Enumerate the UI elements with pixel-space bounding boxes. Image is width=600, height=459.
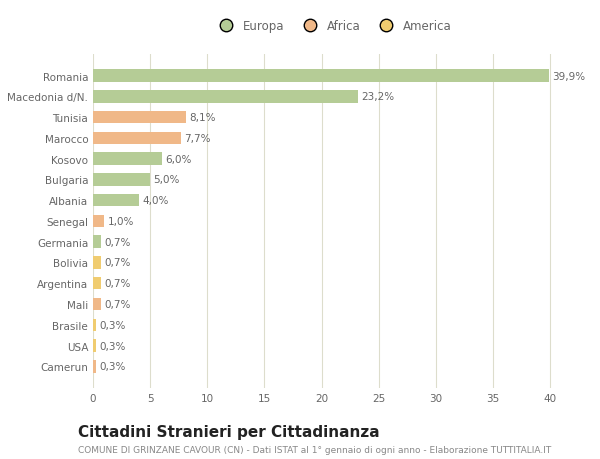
Bar [93,70,549,83]
Bar [93,195,139,207]
Text: 0,3%: 0,3% [100,341,126,351]
Bar [93,340,97,352]
Text: 1,0%: 1,0% [108,217,134,226]
Text: 0,7%: 0,7% [104,279,131,289]
Text: 0,7%: 0,7% [104,258,131,268]
Text: 8,1%: 8,1% [189,113,215,123]
Bar [93,277,101,290]
Bar [93,112,185,124]
Text: Cittadini Stranieri per Cittadinanza: Cittadini Stranieri per Cittadinanza [78,425,380,440]
Bar [93,153,161,166]
Bar [93,174,150,186]
Text: 23,2%: 23,2% [362,92,395,102]
Legend: Europa, Africa, America: Europa, Africa, America [212,18,454,35]
Text: 0,7%: 0,7% [104,299,131,309]
Bar [93,257,101,269]
Bar [93,360,97,373]
Text: 39,9%: 39,9% [553,72,586,81]
Text: 0,7%: 0,7% [104,237,131,247]
Text: 0,3%: 0,3% [100,320,126,330]
Text: 5,0%: 5,0% [154,175,180,185]
Text: 6,0%: 6,0% [165,154,191,164]
Bar [93,132,181,145]
Bar [93,298,101,311]
Text: 4,0%: 4,0% [142,196,169,206]
Bar [93,236,101,248]
Bar [93,319,97,331]
Bar [93,215,104,228]
Bar [93,91,358,103]
Text: 0,3%: 0,3% [100,362,126,371]
Text: 7,7%: 7,7% [184,134,211,144]
Text: COMUNE DI GRINZANE CAVOUR (CN) - Dati ISTAT al 1° gennaio di ogni anno - Elabora: COMUNE DI GRINZANE CAVOUR (CN) - Dati IS… [78,445,551,454]
